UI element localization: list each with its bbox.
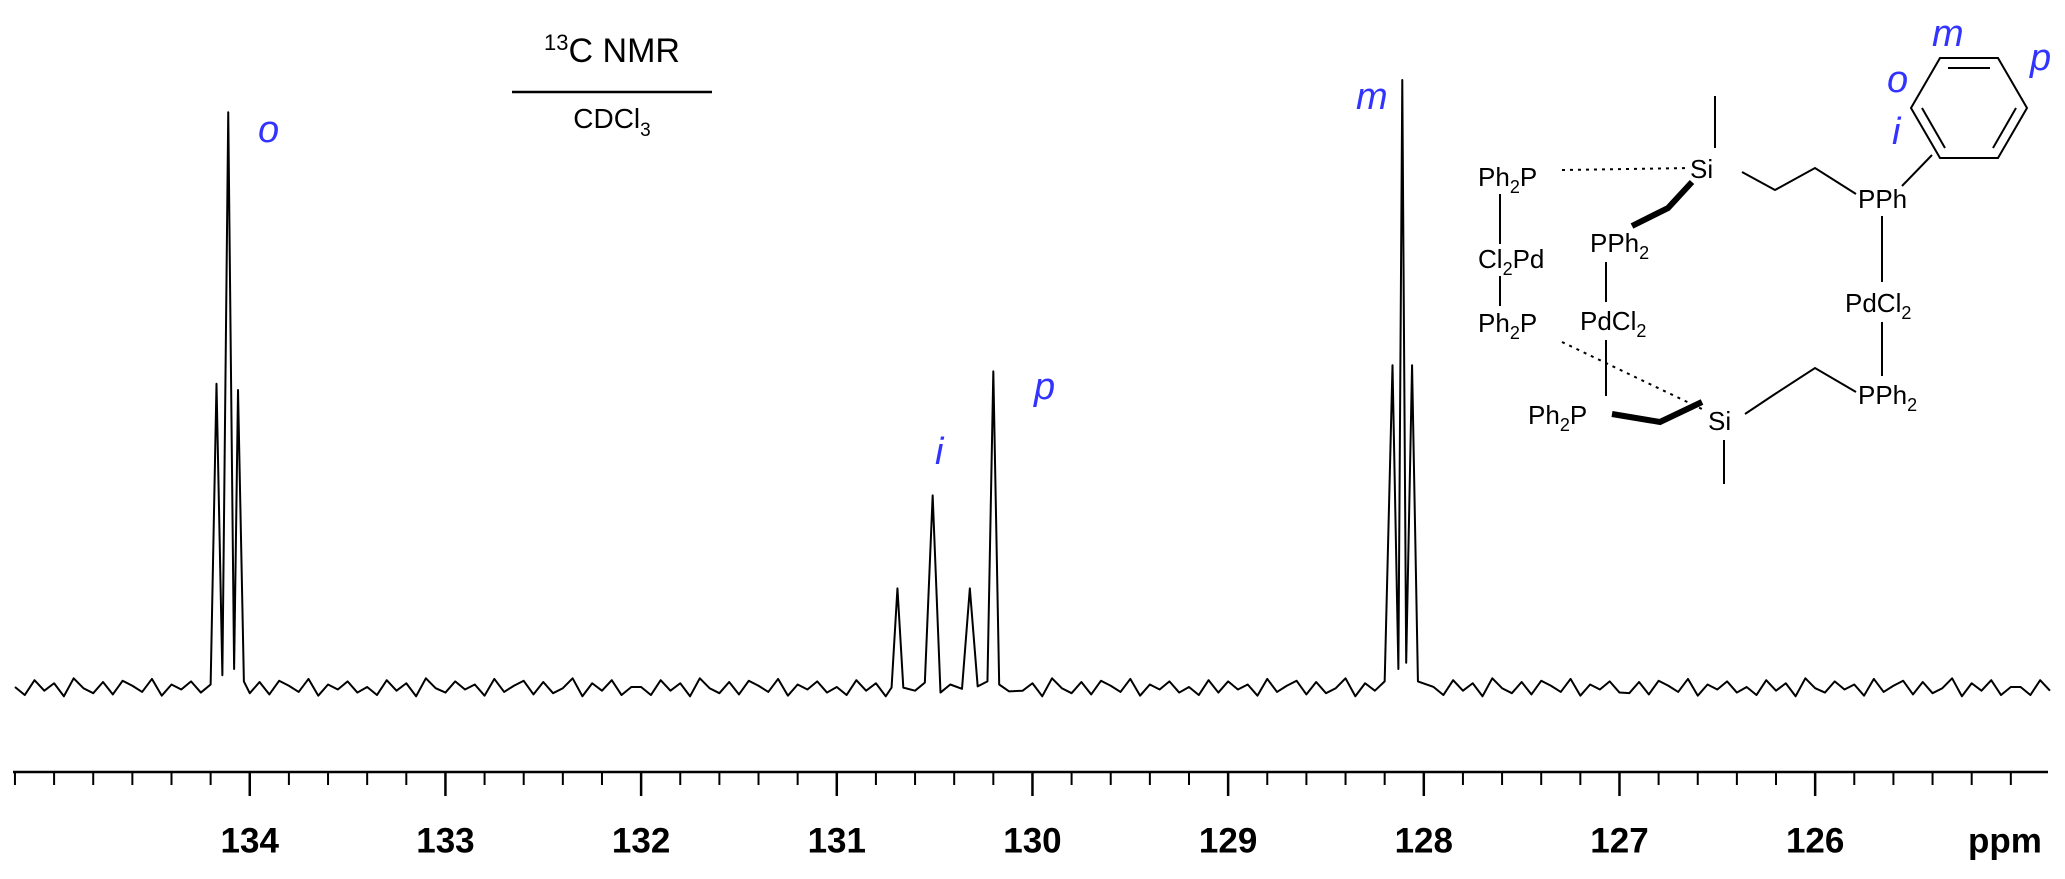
structure-label: Ph2P [1478,308,1537,343]
subscript: 2 [1907,395,1917,415]
label-text: Ph [1478,162,1510,192]
x-axis-label: ppm [1968,821,2042,860]
hashed-bond [1561,167,1691,171]
label-text: PdCl [1580,306,1636,336]
subscript: 2 [1639,243,1649,263]
label-text: PPh [1590,228,1639,258]
ring-label: i [1892,111,1902,153]
wedge-bond [1630,179,1695,229]
label-text: Pd [1513,244,1545,274]
label-text: Cl [1478,244,1503,274]
structure-label: PdCl2 [1845,288,1911,323]
peak-annotation: p [1033,366,1055,408]
structure-label: PPh2 [1858,380,1917,415]
subtitle-text: CDCl [573,103,640,134]
label-text: Si [1690,154,1713,184]
subscript: 2 [1636,321,1646,341]
x-tick-label: 133 [416,821,474,860]
label-text: PPh [1858,184,1907,214]
structure-label: Ph2P [1478,162,1537,197]
structure-label: Si [1708,406,1731,436]
ring-double-bond [1921,107,1946,149]
ring-double-bond [1992,107,2017,149]
subscript: 2 [1503,259,1513,279]
ring-label: p [2029,37,2051,79]
spectrum-line [14,79,2051,698]
structure-label: Ph2P [1528,400,1587,435]
x-tick-label: 131 [808,821,866,860]
x-tick-label: 130 [1003,821,1061,860]
x-tick-label: 127 [1590,821,1648,860]
peak-annotation: i [935,431,945,473]
subscript: 2 [1510,323,1520,343]
x-tick-label: 134 [221,821,280,860]
ring-label: o [1887,59,1908,101]
subscript: 2 [1560,415,1570,435]
x-tick-label: 128 [1395,821,1453,860]
x-tick-label: 126 [1786,821,1844,860]
bond [1741,166,1857,195]
ring [1909,57,2029,159]
structure-label: PPh [1858,184,1907,214]
structure-label: Si [1690,154,1713,184]
label-text: Ph [1528,400,1560,430]
bond [1744,366,1857,415]
structure-label: PdCl2 [1580,306,1646,341]
label-text: P [1570,400,1587,430]
subscript: 2 [1510,177,1520,197]
label-text: PPh [1858,380,1907,410]
title-text: C NMR [569,32,680,70]
chart-subtitle: CDCl3 [573,103,650,141]
structure-label: Cl2Pd [1478,244,1544,279]
structure-label: PPh2 [1590,228,1649,263]
ring-label: m [1932,13,1964,55]
subscript: 2 [1901,303,1911,323]
label-text: P [1520,308,1537,338]
structure: o m p i Ph2P SiPPhPPh2Cl2PdPdCl2Ph2PPdCl2… [1478,13,2051,484]
peak-annotation: o [258,109,279,151]
wedge-bond [1611,399,1704,426]
label-text: Si [1708,406,1731,436]
bond [1901,154,1933,187]
subtitle-subscript: 3 [640,120,651,141]
peak-annotation: m [1356,76,1388,118]
label-text: PdCl [1845,288,1901,318]
label-text: Ph [1478,308,1510,338]
title-superscript: 13 [544,30,568,55]
chart-title: 13C NMR [544,30,680,70]
label-text: P [1520,162,1537,192]
x-tick-label: 132 [612,821,670,860]
x-tick-label: 129 [1199,821,1257,860]
hashed-bond [1561,341,1705,411]
